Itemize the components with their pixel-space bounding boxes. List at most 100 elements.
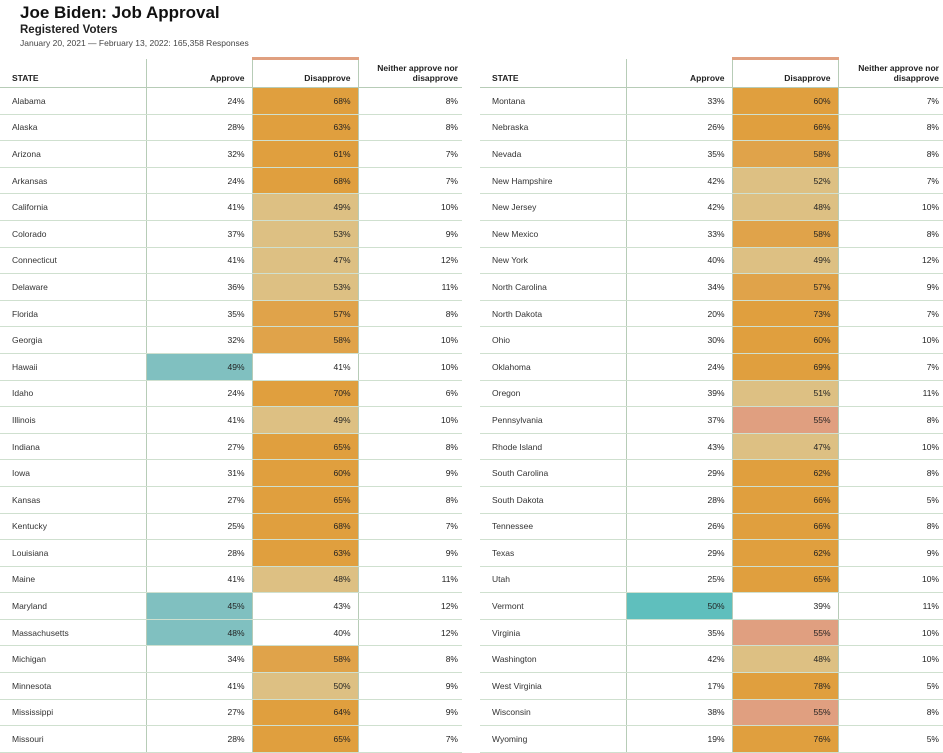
disapprove-cell: 43% [251,592,358,620]
approve-cell: 41% [145,247,252,275]
approve-cell: 28% [145,114,252,142]
disapprove-cell: 58% [731,220,838,248]
state-cell: Mississippi [0,699,146,727]
approve-cell: 27% [145,433,252,461]
approve-cell: 42% [625,193,732,221]
table-row: New Hampshire 42% 52% 7% [480,167,943,195]
table-row: Washington 42% 48% 10% [480,645,943,674]
disapprove-cell: 57% [731,273,838,301]
neither-cell: 5% [837,486,943,514]
state-cell: Virginia [480,619,626,647]
disapprove-cell: 68% [251,87,358,115]
state-cell: Idaho [0,380,146,408]
neither-cell: 7% [357,513,462,541]
state-cell: Maine [0,566,146,594]
disapprove-cell: 78% [731,672,838,700]
disapprove-cell: 58% [731,140,838,168]
neither-cell: 7% [837,353,943,381]
table-row: South Carolina 29% 62% 8% [480,459,943,487]
disapprove-cell: 50% [251,672,358,700]
neither-cell: 9% [357,539,462,567]
neither-cell: 7% [357,140,462,168]
state-cell: Oklahoma [480,353,626,381]
disapprove-cell: 49% [251,193,358,221]
table-row: Indiana 27% 65% 8% [0,433,462,461]
table-row: Arkansas 24% 68% 7% [0,167,462,195]
table-row: Kansas 27% 65% 8% [0,486,462,514]
table-row: Florida 35% 57% 8% [0,300,462,328]
state-cell: Illinois [0,406,146,434]
approve-cell: 24% [145,87,252,115]
neither-cell: 10% [357,326,462,354]
disapprove-cell: 51% [731,380,838,408]
table-row: Oklahoma 24% 69% 7% [480,353,943,381]
approve-cell: 37% [625,406,732,434]
approve-cell: 33% [625,220,732,248]
disapprove-cell: 60% [731,326,838,354]
table-row: Oregon 39% 51% 11% [480,380,943,408]
disapprove-cell: 63% [251,114,358,142]
table-row: Kentucky 25% 68% 7% [0,513,462,541]
disapprove-cell: 57% [251,300,358,328]
neither-cell: 12% [357,247,462,275]
approve-cell: 36% [145,273,252,301]
disapprove-cell: 62% [731,459,838,487]
state-cell: Vermont [480,592,626,620]
state-cell: Iowa [0,459,146,487]
neither-cell: 9% [357,699,462,727]
neither-cell: 11% [837,380,943,408]
table-row: Wisconsin 38% 55% 8% [480,699,943,727]
approve-cell: 50% [625,592,732,620]
table-row: Alabama 24% 68% 8% [0,87,462,115]
chart-title: Joe Biden: Job Approval [20,3,220,22]
table-row: Texas 29% 62% 9% [480,539,943,567]
neither-cell: 12% [357,619,462,647]
state-cell: Hawaii [0,353,146,381]
table-row: Maine 41% 48% 11% [0,566,462,594]
neither-cell: 8% [357,433,462,461]
table-row: Georgia 32% 58% 10% [0,326,462,354]
table-row: Nebraska 26% 66% 8% [480,114,943,142]
neither-cell: 8% [837,114,943,142]
table-panel-right: STATE Approve Disapprove Neither approve… [480,57,943,753]
table-row: Hawaii 49% 41% 10% [0,353,462,381]
disapprove-cell: 55% [731,619,838,647]
neither-cell: 7% [357,725,462,753]
disapprove-cell: 64% [251,699,358,727]
state-cell: Texas [480,539,626,567]
table-row: Louisiana 28% 63% 9% [0,539,462,567]
disapprove-cell: 53% [251,273,358,301]
approve-cell: 41% [145,406,252,434]
disapprove-cell: 58% [251,326,358,354]
neither-cell: 8% [357,645,462,674]
disapprove-cell: 49% [731,247,838,275]
neither-cell: 10% [837,645,943,674]
disapprove-cell: 48% [251,566,358,594]
disapprove-cell: 65% [251,486,358,514]
approve-cell: 27% [145,486,252,514]
table-row: Colorado 37% 53% 9% [0,220,462,248]
approve-cell: 32% [145,140,252,168]
approve-cell: 33% [625,87,732,115]
approve-cell: 35% [625,140,732,168]
neither-cell: 8% [357,87,462,115]
neither-cell: 10% [357,193,462,221]
neither-cell: 8% [357,114,462,142]
state-cell: Kentucky [0,513,146,541]
disapprove-cell: 52% [731,167,838,195]
table-row: Rhode Island 43% 47% 10% [480,433,943,461]
col-header-approve: Approve [145,58,252,88]
disapprove-cell: 70% [251,380,358,408]
approve-cell: 41% [145,566,252,594]
state-cell: Colorado [0,220,146,248]
state-cell: Rhode Island [480,433,626,461]
state-cell: New York [480,247,626,275]
state-cell: New Hampshire [480,167,626,195]
table-row: New York 40% 49% 12% [480,247,943,275]
approve-cell: 42% [625,167,732,195]
table-row: California 41% 49% 10% [0,193,462,221]
disapprove-cell: 47% [731,433,838,461]
neither-cell: 5% [837,672,943,700]
approve-cell: 45% [145,592,252,620]
col-header-state: STATE [480,58,626,88]
